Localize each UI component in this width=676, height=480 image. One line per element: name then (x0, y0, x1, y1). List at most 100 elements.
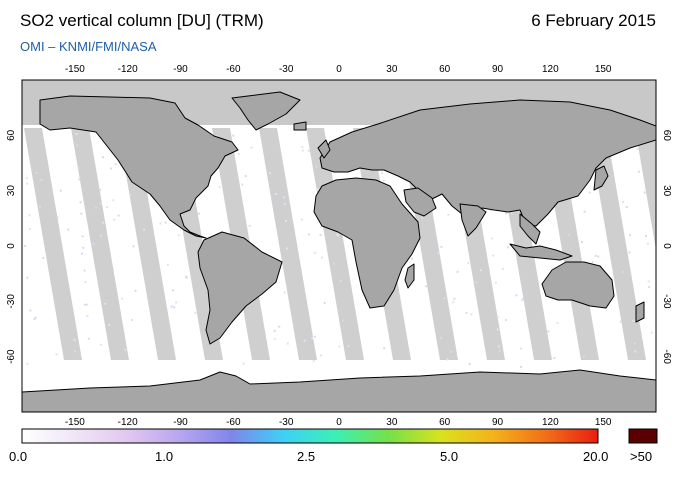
so2-speckle (108, 323, 111, 326)
lon-tick-label: -60 (226, 64, 241, 75)
orbit-swath (24, 128, 82, 360)
lat-tick-label: 60 (6, 129, 17, 141)
so2-speckle (339, 279, 342, 282)
so2-speckle (117, 214, 120, 217)
so2-speckle (80, 212, 83, 215)
so2-speckle (76, 144, 79, 147)
so2-speckle (25, 176, 28, 179)
so2-speckle (632, 319, 635, 322)
so2-speckle (84, 280, 87, 283)
lon-tick-label: 30 (386, 64, 398, 75)
so2-speckle (104, 302, 107, 305)
so2-speckle (56, 216, 59, 219)
so2-speckle (124, 348, 127, 351)
so2-speckle (332, 262, 335, 265)
so2-speckle (131, 319, 134, 322)
so2-speckle (496, 328, 499, 331)
map-content (22, 80, 656, 412)
so2-speckle (77, 167, 80, 170)
so2-speckle (39, 205, 42, 208)
antarctica (22, 369, 656, 412)
so2-speckle (283, 291, 286, 294)
so2-speckle (284, 220, 287, 223)
so2-speckle (242, 362, 245, 365)
so2-speckle (446, 358, 449, 361)
orbit-swath (306, 128, 364, 360)
uk-iceland (293, 121, 331, 159)
so2-speckle (102, 221, 105, 224)
lon-tick-label: 90 (492, 417, 504, 428)
so2-speckle (492, 254, 495, 257)
so2-speckle (282, 196, 285, 199)
so2-speckle (383, 347, 386, 350)
so2-speckle (241, 183, 244, 186)
so2-speckle (301, 146, 304, 149)
lat-tick-label: 60 (661, 130, 672, 142)
so2-speckle (633, 342, 636, 345)
so2-speckle (629, 274, 632, 277)
so2-speckle (83, 269, 86, 272)
so2-speckle (491, 237, 494, 240)
lat-tick-label: 30 (661, 185, 672, 197)
so2-speckle (312, 360, 315, 363)
so2-speckle (315, 165, 318, 168)
lon-tick-label: -30 (279, 64, 294, 75)
lat-tick-label: -30 (6, 294, 17, 309)
so2-speckle (301, 149, 304, 152)
so2-speckle (582, 355, 585, 358)
so2-speckle (594, 254, 597, 257)
so2-speckle (159, 222, 162, 225)
so2-speckle (644, 234, 647, 237)
so2-speckle (498, 349, 501, 352)
so2-speckle (628, 251, 631, 254)
so2-speckle (26, 362, 29, 365)
lat-tick-label: 0 (6, 243, 17, 249)
so2-speckle (269, 172, 272, 175)
so2-speckle (67, 228, 70, 231)
madagascar (404, 263, 415, 289)
so2-speckle (380, 171, 383, 174)
lon-tick-label: -150 (65, 417, 85, 428)
so2-speckle (278, 325, 281, 328)
lon-tick-label: 150 (595, 64, 612, 75)
so2-speckle (33, 317, 36, 320)
orbit-swath (71, 128, 129, 360)
so2-speckle (583, 210, 586, 213)
north-america (39, 95, 239, 239)
so2-speckle (215, 135, 218, 138)
so2-speckle (121, 297, 124, 300)
so2-speckle (166, 263, 169, 266)
so2-speckle (175, 301, 178, 304)
so2-speckle (82, 246, 85, 249)
so2-speckle (283, 202, 286, 205)
so2-speckle (184, 275, 187, 278)
lat-tick-label: 0 (661, 243, 672, 249)
so2-speckle (480, 269, 483, 272)
lon-ticks-bottom: -150 -120 -90 -60 -30 0 30 60 90 120 150 (65, 417, 612, 428)
india (459, 203, 487, 237)
so2-speckle (80, 252, 83, 255)
lon-tick-label: 60 (439, 64, 451, 75)
so2-speckle (347, 345, 350, 348)
so2-speckle (59, 189, 62, 192)
so2-speckle (197, 212, 200, 215)
so2-speckle (94, 206, 97, 209)
so2-speckle (300, 218, 303, 221)
so2-speckle (421, 216, 424, 219)
so2-speckle (84, 303, 87, 306)
so2-speckle (547, 330, 550, 333)
so2-speckle (73, 338, 76, 341)
lon-ticks-top: -150 -120 -90 -60 -30 0 30 60 90 120 150 (65, 64, 612, 75)
lon-tick-label: -30 (279, 417, 294, 428)
lon-tick-label: 0 (336, 417, 342, 428)
colorbar-label-0: 0.0 (9, 449, 28, 464)
so2-speckle (26, 182, 29, 185)
so2-speckle (443, 297, 446, 300)
so2-speckle (320, 256, 323, 259)
so2-speckle (250, 146, 253, 149)
so2-speckle (134, 289, 137, 292)
so2-speckle (440, 336, 443, 339)
new-zealand (635, 301, 645, 323)
so2-speckle (35, 171, 38, 174)
lon-tick-label: -150 (65, 64, 85, 75)
